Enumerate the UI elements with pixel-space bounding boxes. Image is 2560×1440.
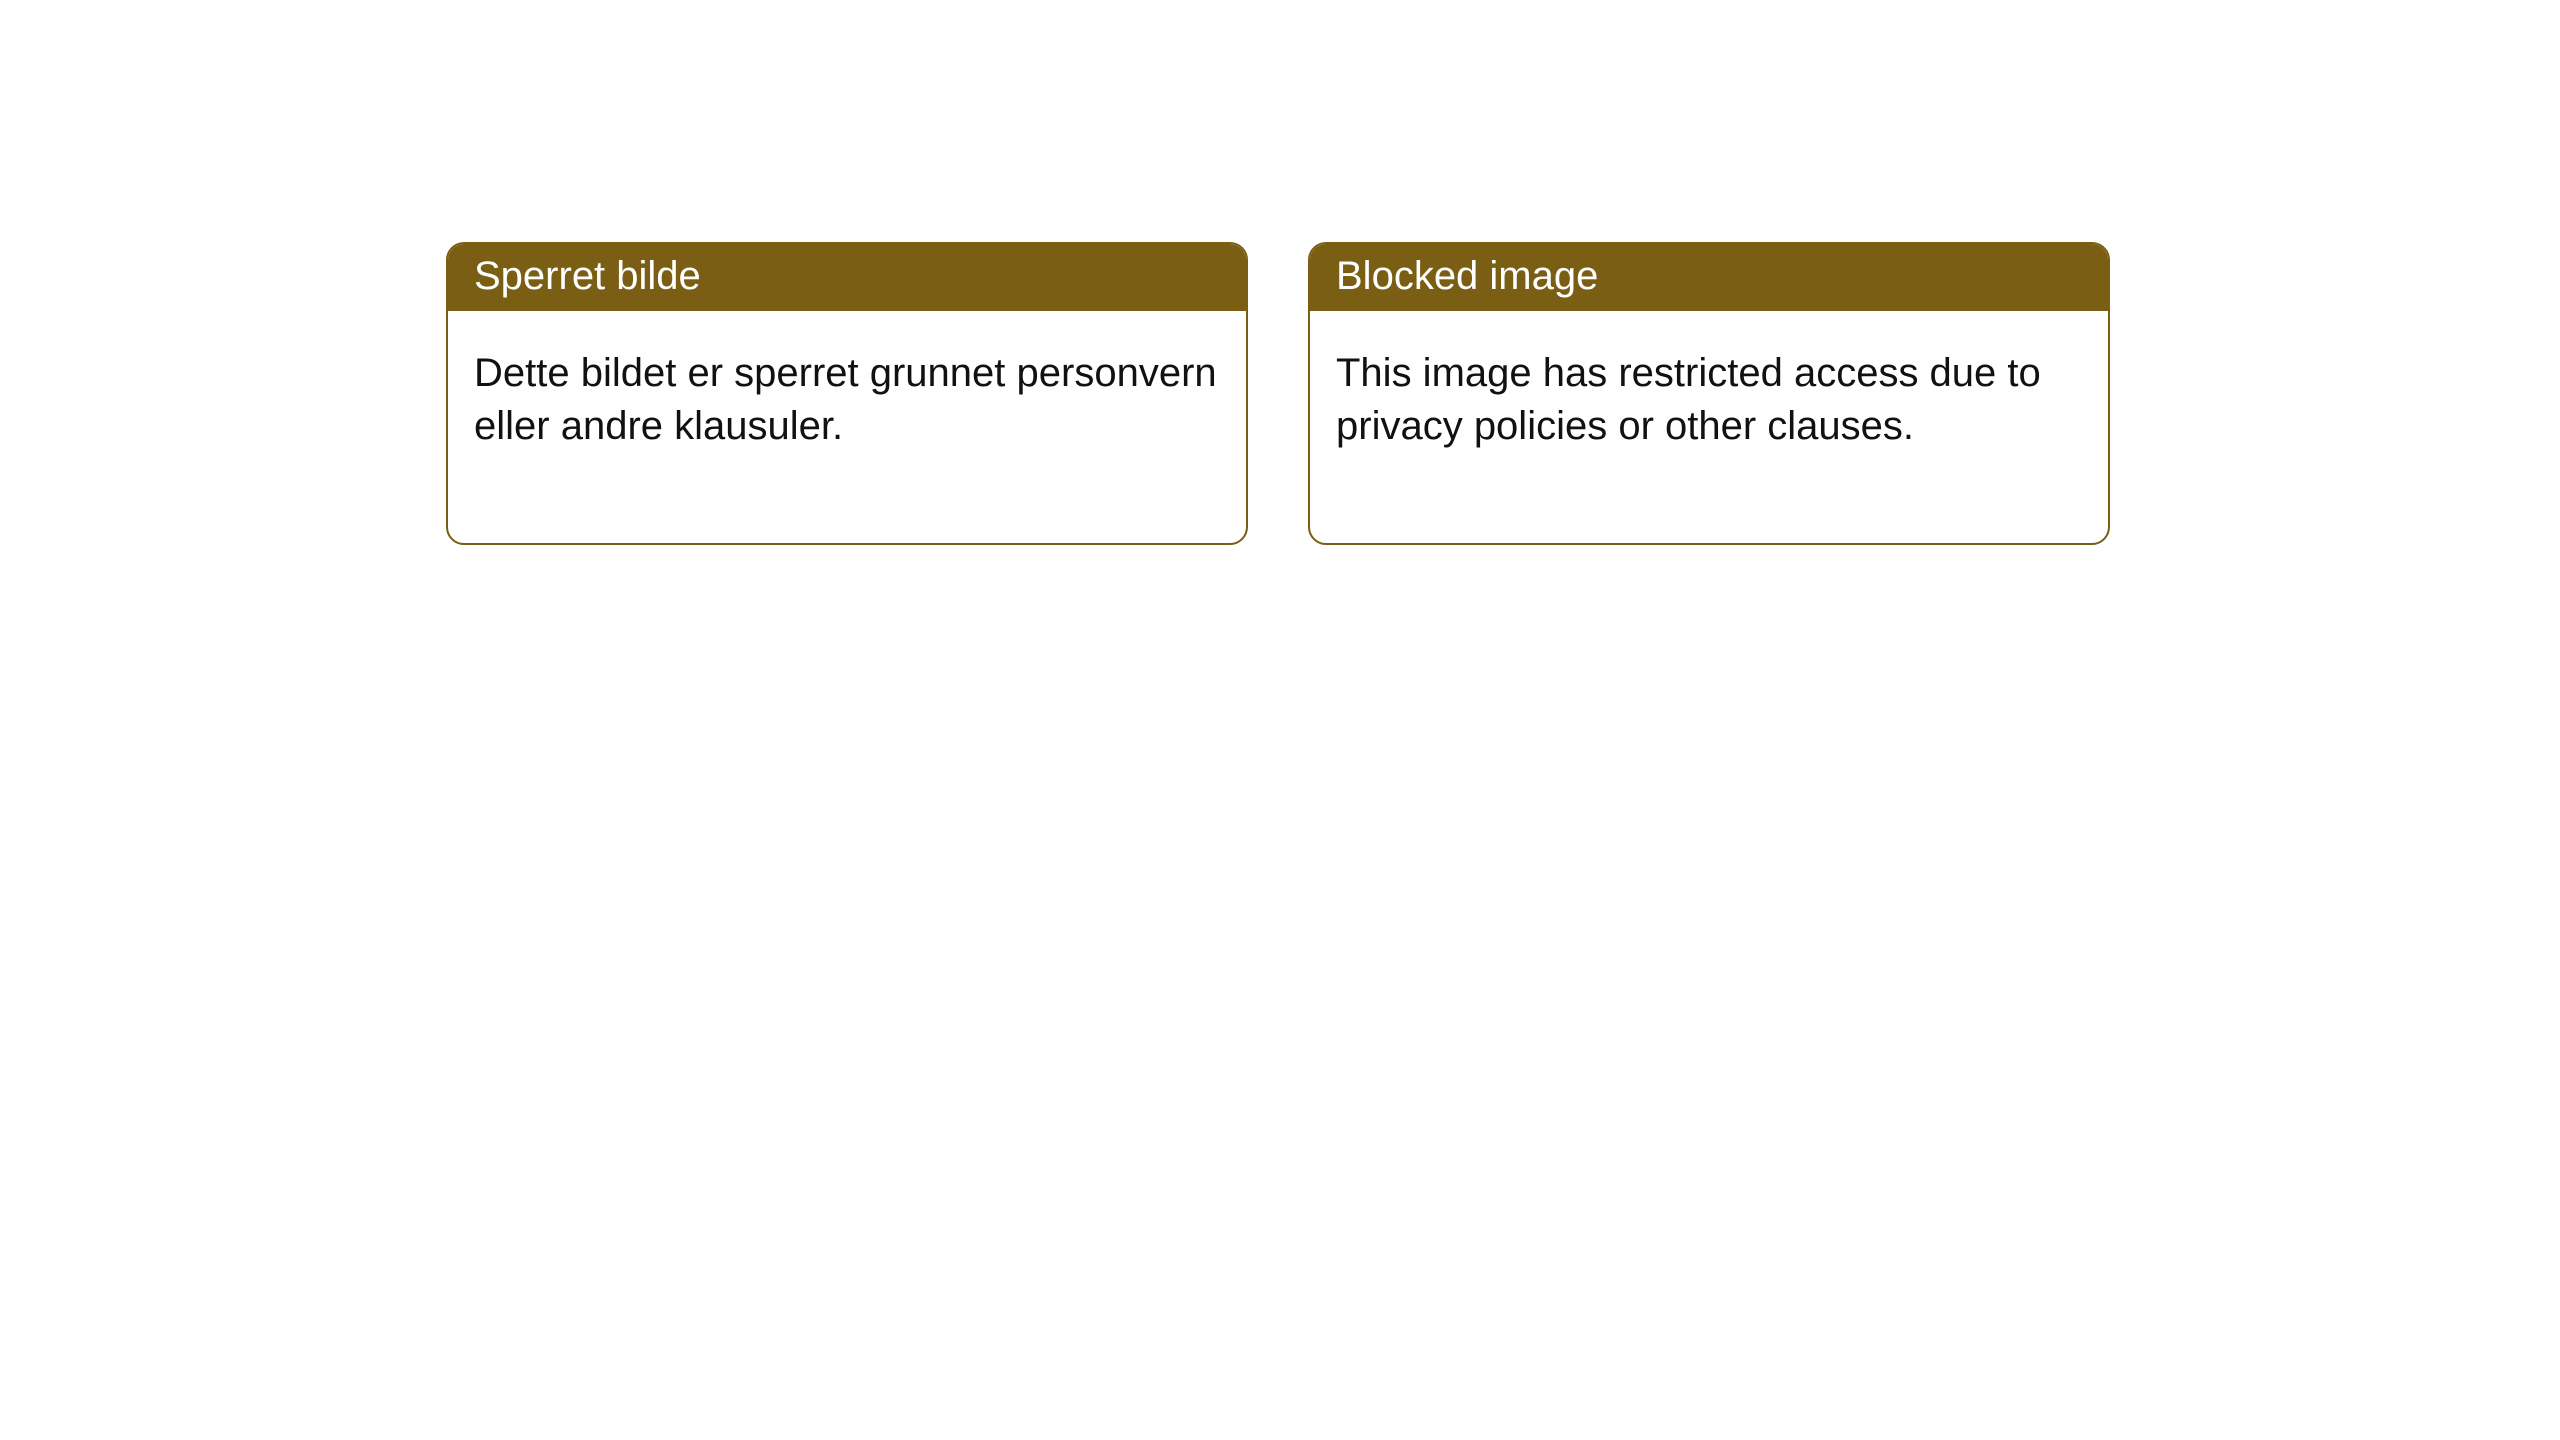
card-body-text: Dette bildet er sperret grunnet personve… [448,311,1246,543]
notice-card-row: Sperret bilde Dette bildet er sperret gr… [446,242,2110,545]
card-title: Sperret bilde [448,244,1246,311]
blocked-image-card-no: Sperret bilde Dette bildet er sperret gr… [446,242,1248,545]
blocked-image-card-en: Blocked image This image has restricted … [1308,242,2110,545]
card-title: Blocked image [1310,244,2108,311]
card-body-text: This image has restricted access due to … [1310,311,2108,543]
